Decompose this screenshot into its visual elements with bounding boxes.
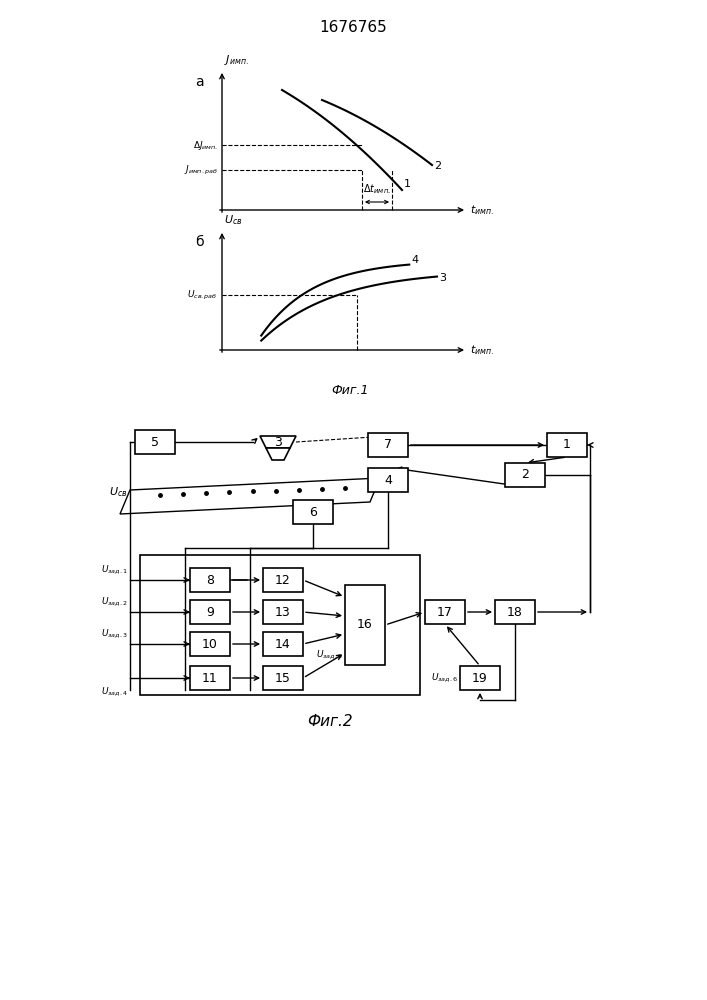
Text: 1: 1 <box>404 179 411 189</box>
Text: 13: 13 <box>275 605 291 618</box>
Text: $t_{имп.}$: $t_{имп.}$ <box>470 343 494 357</box>
Bar <box>190 600 230 624</box>
Text: Фиг.2: Фиг.2 <box>307 714 353 730</box>
Bar <box>547 433 587 457</box>
Text: 3: 3 <box>439 273 446 283</box>
Bar <box>505 463 545 487</box>
Text: 16: 16 <box>357 618 373 632</box>
Bar <box>495 600 535 624</box>
Text: $J_{имп.раб}$: $J_{имп.раб}$ <box>184 163 218 177</box>
Bar <box>460 666 500 690</box>
Text: 11: 11 <box>202 672 218 684</box>
Text: 1676765: 1676765 <box>319 20 387 35</box>
Bar <box>368 433 408 457</box>
Bar <box>263 666 303 690</box>
Text: Фиг.1: Фиг.1 <box>332 383 369 396</box>
Text: $U_{зад.4}$: $U_{зад.4}$ <box>101 686 128 698</box>
Bar <box>345 585 385 665</box>
Text: $U_{зад.1}$: $U_{зад.1}$ <box>101 564 128 576</box>
Text: $J_{имп.}$: $J_{имп.}$ <box>224 53 249 67</box>
Text: б: б <box>195 235 204 249</box>
Text: 19: 19 <box>472 672 488 684</box>
Polygon shape <box>120 478 380 514</box>
Bar <box>135 430 175 454</box>
Bar <box>263 568 303 592</box>
Text: 8: 8 <box>206 574 214 586</box>
Bar <box>263 600 303 624</box>
Text: 1: 1 <box>563 438 571 452</box>
Bar <box>190 632 230 656</box>
Text: $U_{зад.2}$: $U_{зад.2}$ <box>101 596 128 608</box>
Text: 4: 4 <box>384 474 392 487</box>
Bar <box>293 500 333 524</box>
Text: 6: 6 <box>309 506 317 518</box>
Text: $U_{св}$: $U_{св}$ <box>110 485 128 499</box>
Text: 18: 18 <box>507 605 523 618</box>
Bar <box>190 666 230 690</box>
Text: 15: 15 <box>275 672 291 684</box>
Text: 14: 14 <box>275 638 291 650</box>
Text: 12: 12 <box>275 574 291 586</box>
Text: 2: 2 <box>434 161 441 171</box>
Bar <box>425 600 465 624</box>
Text: 3: 3 <box>274 436 282 448</box>
Text: $U_{зад.3}$: $U_{зад.3}$ <box>101 628 128 640</box>
Polygon shape <box>260 436 296 448</box>
Text: $U_{зад.5}$: $U_{зад.5}$ <box>316 649 343 661</box>
Bar <box>190 568 230 592</box>
Text: $U_{зад.6}$: $U_{зад.6}$ <box>431 672 458 684</box>
Polygon shape <box>266 448 290 460</box>
Text: 2: 2 <box>521 468 529 482</box>
Text: 9: 9 <box>206 605 214 618</box>
Bar <box>368 468 408 492</box>
Text: $\Delta t_{имп.}$: $\Delta t_{имп.}$ <box>363 182 391 196</box>
Bar <box>263 632 303 656</box>
Text: $\Delta J_{имп.}$: $\Delta J_{имп.}$ <box>193 138 218 151</box>
Text: 17: 17 <box>437 605 453 618</box>
Text: 10: 10 <box>202 638 218 650</box>
Text: a: a <box>195 75 204 89</box>
Text: 7: 7 <box>384 438 392 452</box>
Text: $U_{св.раб}$: $U_{св.раб}$ <box>187 288 218 302</box>
Text: $U_{св}$: $U_{св}$ <box>224 213 243 227</box>
Text: $t_{имп.}$: $t_{имп.}$ <box>470 203 494 217</box>
Text: 4: 4 <box>411 255 419 265</box>
Bar <box>140 555 420 695</box>
Text: 5: 5 <box>151 436 159 448</box>
